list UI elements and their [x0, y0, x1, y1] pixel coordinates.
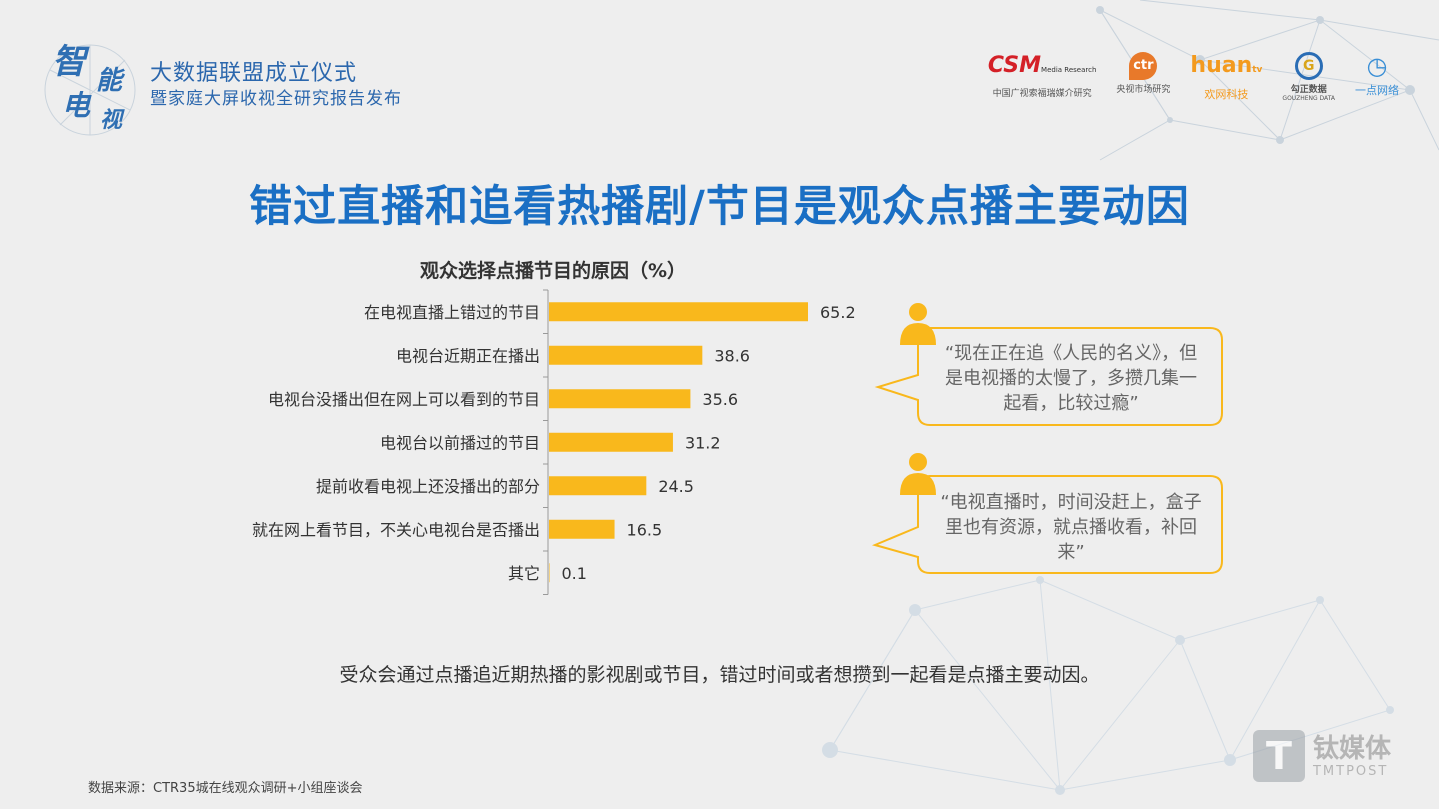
bar [549, 476, 647, 496]
chart-title: 观众选择点播节目的原因（%） [420, 260, 687, 282]
brand-logo: 智 能 电 视 [40, 30, 140, 140]
bar-value-label: 31.2 [685, 433, 721, 452]
person-icon-head-2 [909, 453, 927, 471]
category-label: 就在网上看节目，不关心电视台是否播出 [252, 520, 540, 539]
bar [549, 432, 673, 452]
category-label: 提前收看电视上还没播出的部分 [316, 477, 540, 496]
category-label: 电视台近期正在播出 [396, 346, 540, 365]
tmtpost-watermark: T 钛媒体 TMTPOST [1252, 730, 1391, 782]
summary-text: 受众会通过点播追近期热播的影视剧或节目，错过时间或者想攒到一起看是点播主要动因。 [339, 664, 1100, 686]
ctr-logo-sub: 央视市场研究 [1116, 85, 1171, 95]
gouzheng-logo-sub-en: GOUZHENG DATA [1282, 95, 1335, 102]
event-title-line2: 暨家庭大屏收视全研究报告发布 [150, 89, 402, 109]
partner-logo-huan: huantv 欢网科技 [1190, 52, 1262, 102]
category-label: 电视台以前播过的节目 [380, 433, 540, 452]
csm-logo-small: Media Research [1041, 66, 1097, 74]
ctr-logo-mark: ctr [1129, 52, 1158, 80]
bar [549, 302, 808, 322]
category-label: 电视台没播出但在网上可以看到的节目 [268, 390, 540, 409]
csm-logo-sub: 中国广视索福瑞媒介研究 [992, 89, 1092, 99]
clock-icon: ◷ [1366, 52, 1388, 80]
category-label: 在电视直播上错过的节目 [364, 303, 540, 322]
tmtpost-name-cn: 钛媒体 [1312, 733, 1391, 764]
huan-logo-small: tv [1252, 65, 1263, 75]
bar [549, 389, 691, 409]
brand-char-2: 能 [96, 66, 123, 96]
tmtpost-name-en: TMTPOST [1312, 763, 1389, 779]
bar-chart: 在电视直播上错过的节目 65.2 电视台近期正在播出 38.6 电视台没播出但在网上可以… [252, 289, 856, 595]
partner-logo-gouzheng: G 勾正数据 GOUZHENG DATA [1282, 52, 1335, 102]
tmtpost-logo-icon: T [1252, 730, 1305, 782]
bar-value-label: 0.1 [562, 564, 587, 583]
bar [549, 563, 550, 583]
gouzheng-logo-mark: G [1294, 52, 1323, 80]
page-title: 错过直播和追看热播剧/节目是观众点播主要动因 [249, 182, 1190, 232]
bar-value-label: 38.6 [714, 346, 750, 365]
partner-logo-ctr: ctr 央视市场研究 [1116, 52, 1170, 95]
bar-value-label: 24.5 [658, 477, 694, 496]
brand-char-1: 智 [52, 42, 86, 82]
quote-text-1: “现在正在追《人民的名义》，但是电视播的太慢了，多攒几集一起看，比较过瘾” [944, 343, 1198, 414]
category-label: 其它 [508, 564, 540, 583]
event-title: 大数据联盟成立仪式 暨家庭大屏收视全研究报告发布 [150, 60, 402, 110]
person-icon-body-1 [900, 323, 936, 345]
person-icon-body-2 [900, 473, 936, 495]
partner-logos: CSMMedia Research 中国广视索福瑞媒介研究 ctr 央视市场研究… [988, 52, 1399, 102]
quote-text-2: “电视直播时，时间没赶上，盒子里也有资源，就点播收看，补回来” [940, 492, 1202, 563]
person-icon-head-1 [909, 303, 927, 321]
bar-value-label: 35.6 [702, 390, 738, 409]
partner-logo-csm: CSMMedia Research 中国广视索福瑞媒介研究 [988, 52, 1096, 99]
event-title-line1: 大数据联盟成立仪式 [150, 61, 358, 86]
huan-logo-mark: huan [1190, 53, 1253, 78]
csm-logo-mark: CSM [987, 53, 1042, 78]
gouzheng-logo-sub: 勾正数据 [1290, 85, 1327, 95]
brand-char-3: 电 [62, 89, 91, 122]
huan-logo-sub: 欢网科技 [1204, 88, 1249, 101]
data-source: 数据来源：CTR35城在线观众调研+小组座谈会 [88, 781, 363, 796]
bar [549, 519, 615, 539]
bar-value-label: 16.5 [627, 520, 663, 539]
yidian-logo-sub: 一点网络 [1355, 84, 1399, 97]
brand-char-4: 视 [100, 107, 123, 133]
bar [549, 345, 703, 365]
partner-logo-yidian: ◷ 一点网络 [1355, 52, 1399, 98]
bar-value-label: 65.2 [820, 303, 856, 322]
